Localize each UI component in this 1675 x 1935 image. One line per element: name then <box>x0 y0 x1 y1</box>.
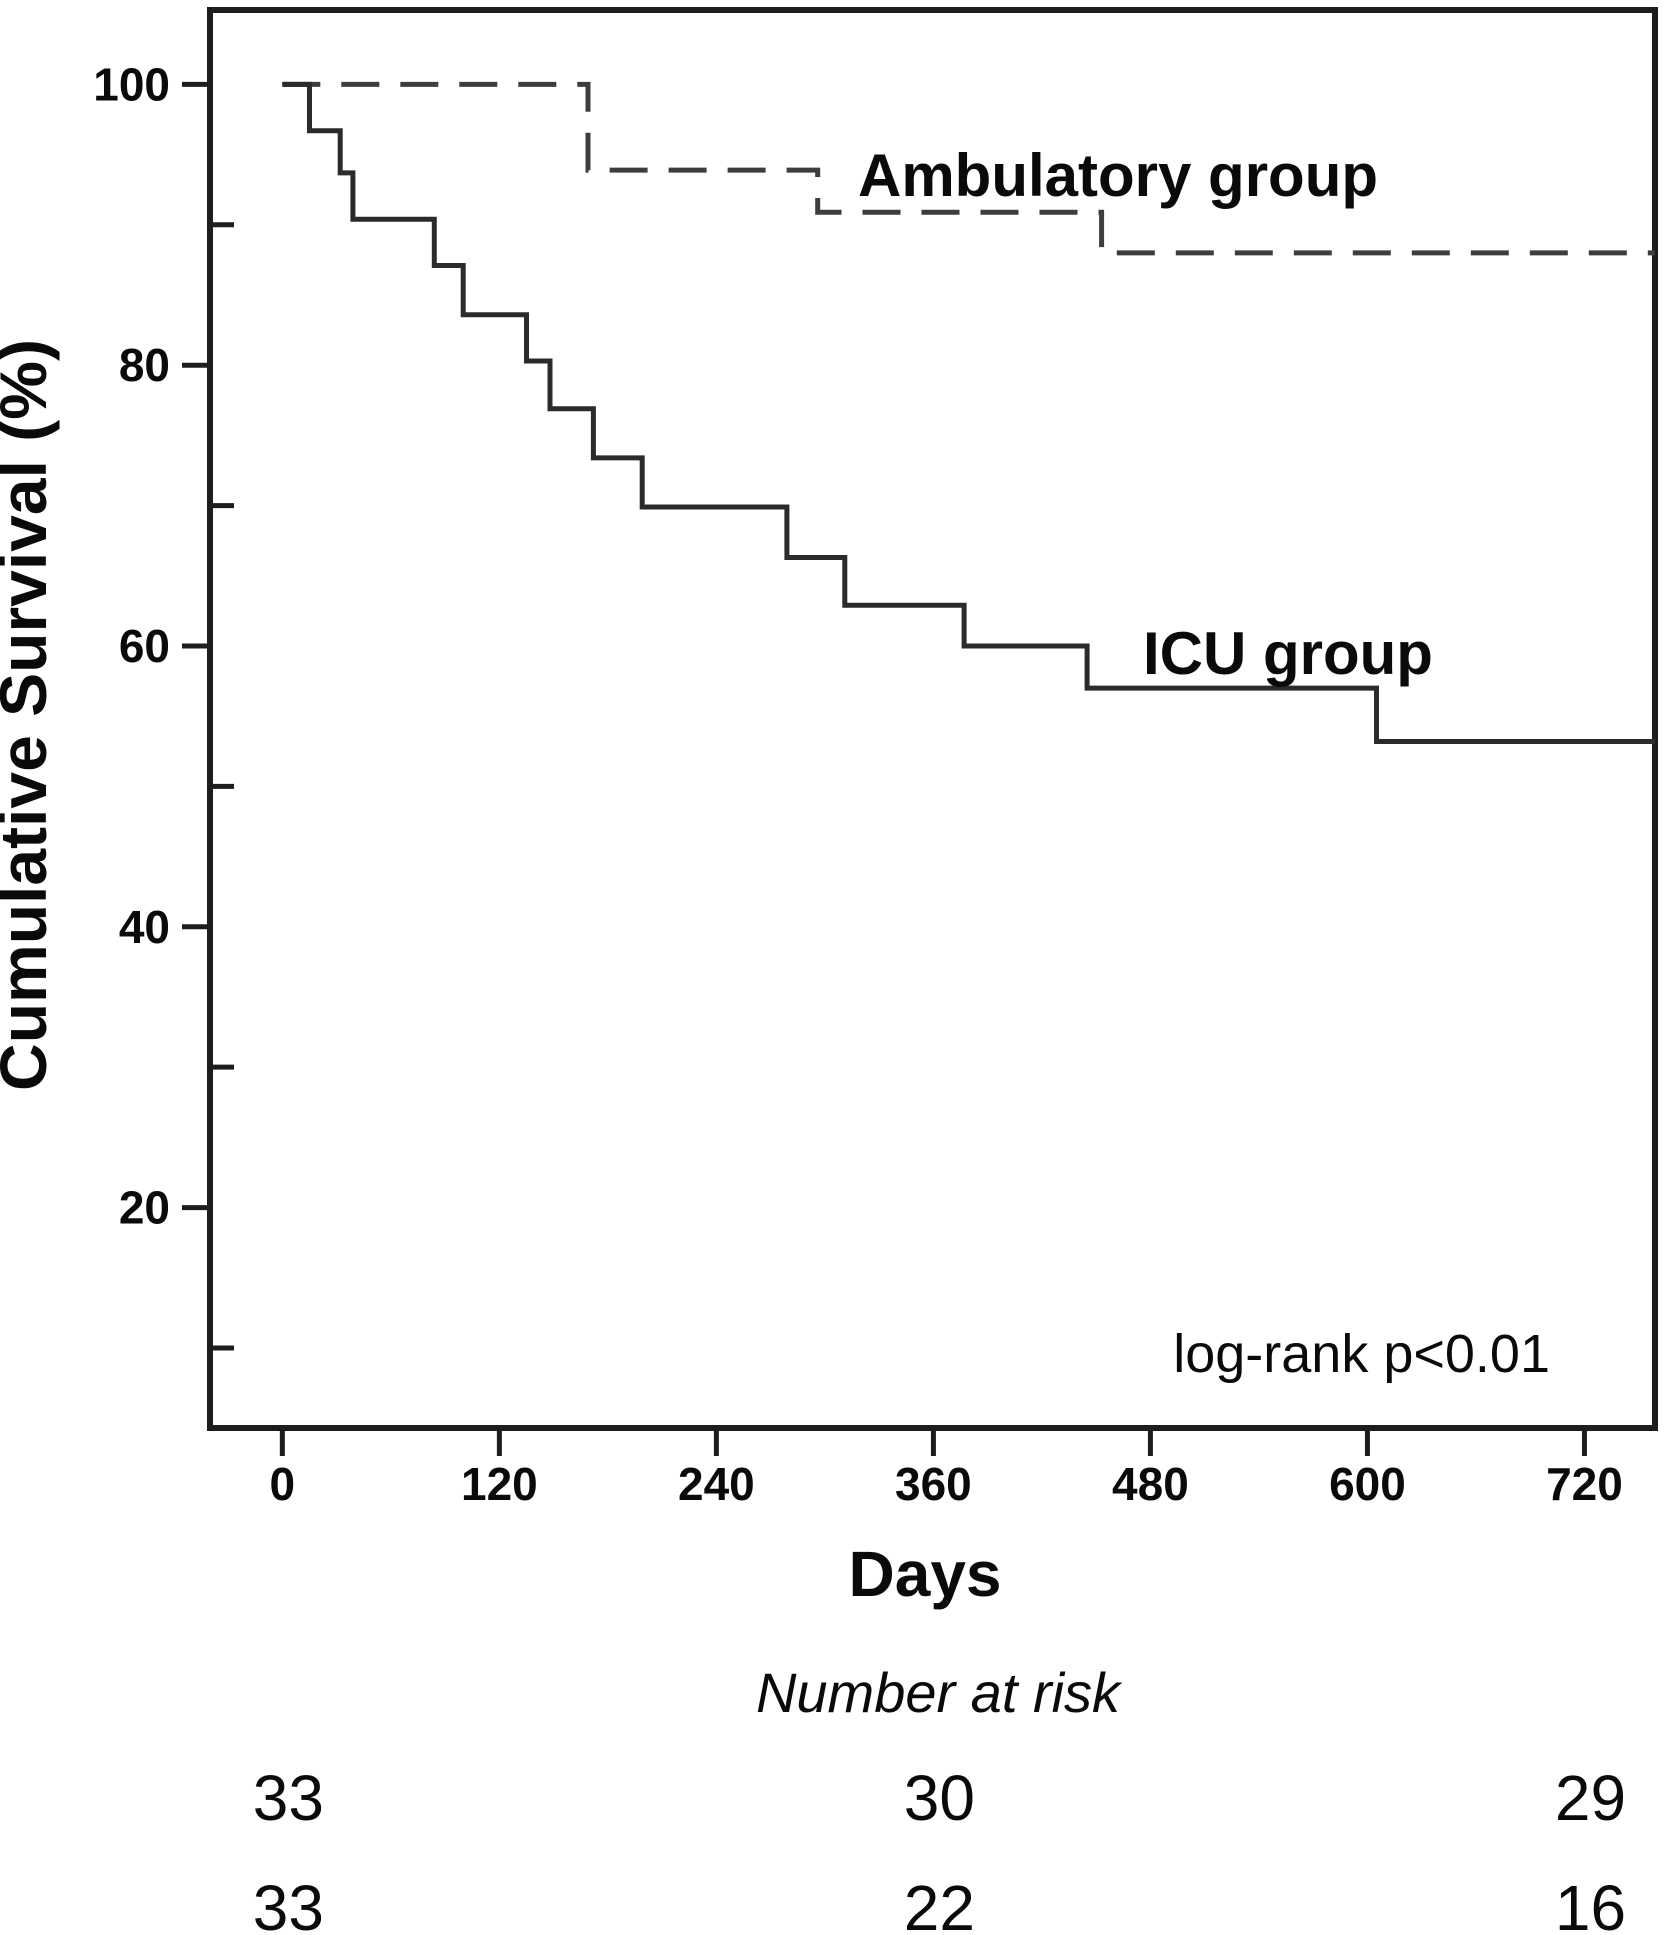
y-tick-label: 20 <box>119 1182 170 1234</box>
number-at-risk-value: 33 <box>253 1872 324 1935</box>
plot-frame <box>207 7 1658 1431</box>
x-tick-label: 120 <box>461 1458 538 1510</box>
number-at-risk-value: 33 <box>253 1762 324 1834</box>
x-tick-label: 0 <box>270 1458 296 1510</box>
y-tick-label: 60 <box>119 620 170 672</box>
ambulatory-group-label: Ambulatory group <box>858 142 1378 209</box>
x-tick-label: 480 <box>1112 1458 1189 1510</box>
number-at-risk-value: 16 <box>1555 1872 1626 1935</box>
y-tick-label: 40 <box>119 901 170 953</box>
survival-curves <box>282 81 1655 744</box>
log-rank-annotation: log-rank p<0.01 <box>1173 1324 1550 1384</box>
y-tick-label: 100 <box>93 58 170 110</box>
icu-group-label: ICU group <box>1143 620 1433 687</box>
icu-group-curve <box>282 81 1655 744</box>
y-tick-label: 80 <box>119 339 170 391</box>
number-at-risk-value: 29 <box>1555 1762 1626 1834</box>
axis-ticks <box>182 81 1587 1456</box>
x-tick-label: 720 <box>1546 1458 1623 1510</box>
x-tick-label: 240 <box>678 1458 755 1510</box>
x-tick-label: 600 <box>1329 1458 1406 1510</box>
number-at-risk-rows: 33 30 29 33 22 16 <box>253 1762 1626 1935</box>
number-at-risk-value: 22 <box>904 1872 975 1935</box>
axis-tick-labels: 20 40 60 80 100 0 120 240 360 480 600 720 <box>93 58 1623 1510</box>
x-axis-title: Days <box>849 1538 1002 1610</box>
number-at-risk-title: Number at risk <box>756 1661 1123 1724</box>
number-at-risk-value: 30 <box>904 1762 975 1834</box>
y-axis-title: Cumulative Survival (%) <box>0 339 60 1091</box>
ambulatory-group-curve <box>282 81 1655 256</box>
x-tick-label: 360 <box>895 1458 972 1510</box>
